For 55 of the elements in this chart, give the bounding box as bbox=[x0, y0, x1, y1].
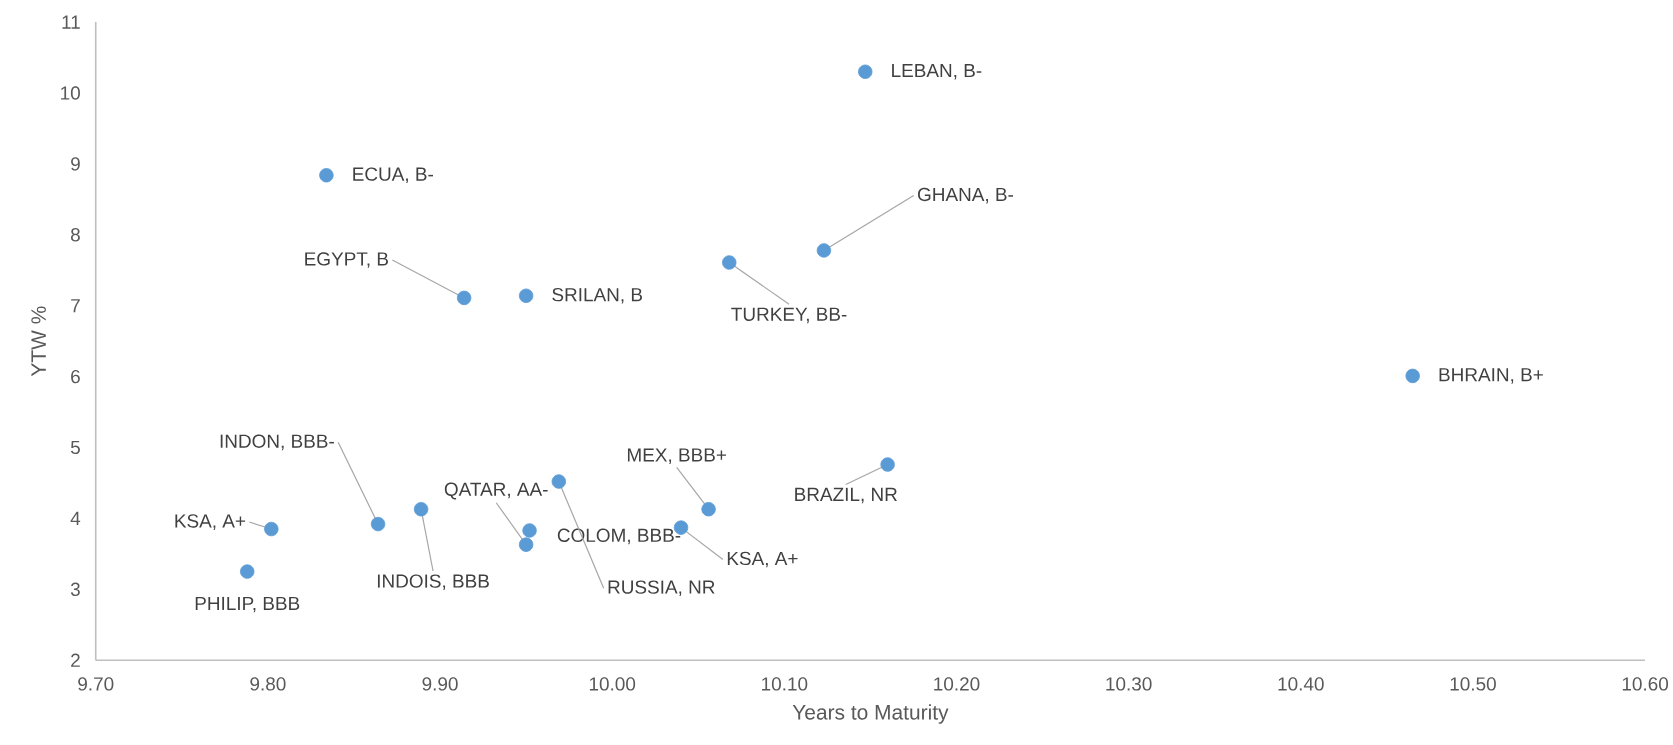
x-tick-label: 10.10 bbox=[762, 677, 808, 691]
annotation: RUSSIA, NR bbox=[608, 580, 715, 597]
annotation: KSA, A+ bbox=[175, 514, 246, 530]
y-tick-label: 6 bbox=[71, 369, 80, 384]
point bbox=[518, 288, 534, 303]
annotation: GHANA, B- bbox=[917, 187, 1014, 204]
annotation: BRAZIL, NR bbox=[795, 487, 897, 504]
x-tick-label: 10.60 bbox=[1622, 677, 1669, 691]
y-tick-label: 5 bbox=[70, 440, 80, 455]
annotation: SRILAN, B bbox=[552, 287, 642, 304]
point bbox=[816, 243, 832, 258]
y-tick-label: 2 bbox=[71, 653, 80, 667]
y-tick-label: 9 bbox=[71, 157, 80, 171]
point bbox=[413, 502, 429, 517]
annotation: BHRAIN, B+ bbox=[1439, 368, 1543, 384]
point bbox=[370, 516, 386, 532]
point bbox=[240, 564, 255, 579]
annotation: COLOM, BBB- bbox=[557, 528, 681, 545]
point bbox=[722, 255, 737, 270]
point bbox=[701, 502, 716, 517]
y-axis-title: YTW % bbox=[31, 306, 46, 377]
point bbox=[858, 64, 873, 79]
point bbox=[880, 457, 895, 472]
x-tick-label: 10.00 bbox=[589, 677, 636, 691]
x-axis-title: Years to Maturity bbox=[792, 704, 949, 724]
annotation: INDON, BBB- bbox=[220, 434, 334, 451]
point bbox=[319, 168, 334, 183]
annotation: PHILIP, BBB bbox=[195, 596, 300, 613]
annotation: ECUA, B- bbox=[353, 167, 433, 184]
annotation: EGYPT, B bbox=[305, 252, 388, 268]
y-tick-label: 3 bbox=[70, 582, 80, 597]
annotation: LEBAN, B- bbox=[892, 64, 982, 80]
x-tick-label: 10.40 bbox=[1278, 677, 1324, 691]
y-tick-label: 4 bbox=[70, 511, 81, 525]
y-tick-label: 7 bbox=[71, 299, 80, 313]
x-tick-label: 10.50 bbox=[1450, 677, 1496, 691]
x-tick-label: 9.90 bbox=[422, 677, 458, 691]
annotation: INDOIS, BBB bbox=[377, 574, 489, 591]
y-tick-label: 8 bbox=[70, 228, 80, 242]
annotation: KSA, A+ bbox=[727, 551, 798, 568]
point bbox=[522, 523, 537, 538]
annotation: QATAR, AA- bbox=[444, 482, 548, 500]
point bbox=[551, 474, 566, 489]
point bbox=[1405, 368, 1420, 384]
point bbox=[456, 290, 472, 306]
y-tick-label: 10 bbox=[61, 86, 80, 100]
point bbox=[518, 537, 534, 552]
annotation: MEX, BBB+ bbox=[627, 448, 727, 464]
annotation: TURKEY, BB- bbox=[731, 307, 847, 324]
x-tick-label: 10.30 bbox=[1106, 677, 1152, 691]
x-tick-label: 9.80 bbox=[250, 677, 286, 691]
point bbox=[264, 521, 279, 537]
x-tick-label: 10.20 bbox=[934, 677, 980, 691]
y-tick-label: 11 bbox=[62, 15, 80, 29]
x-tick-label: 9.70 bbox=[78, 677, 114, 691]
